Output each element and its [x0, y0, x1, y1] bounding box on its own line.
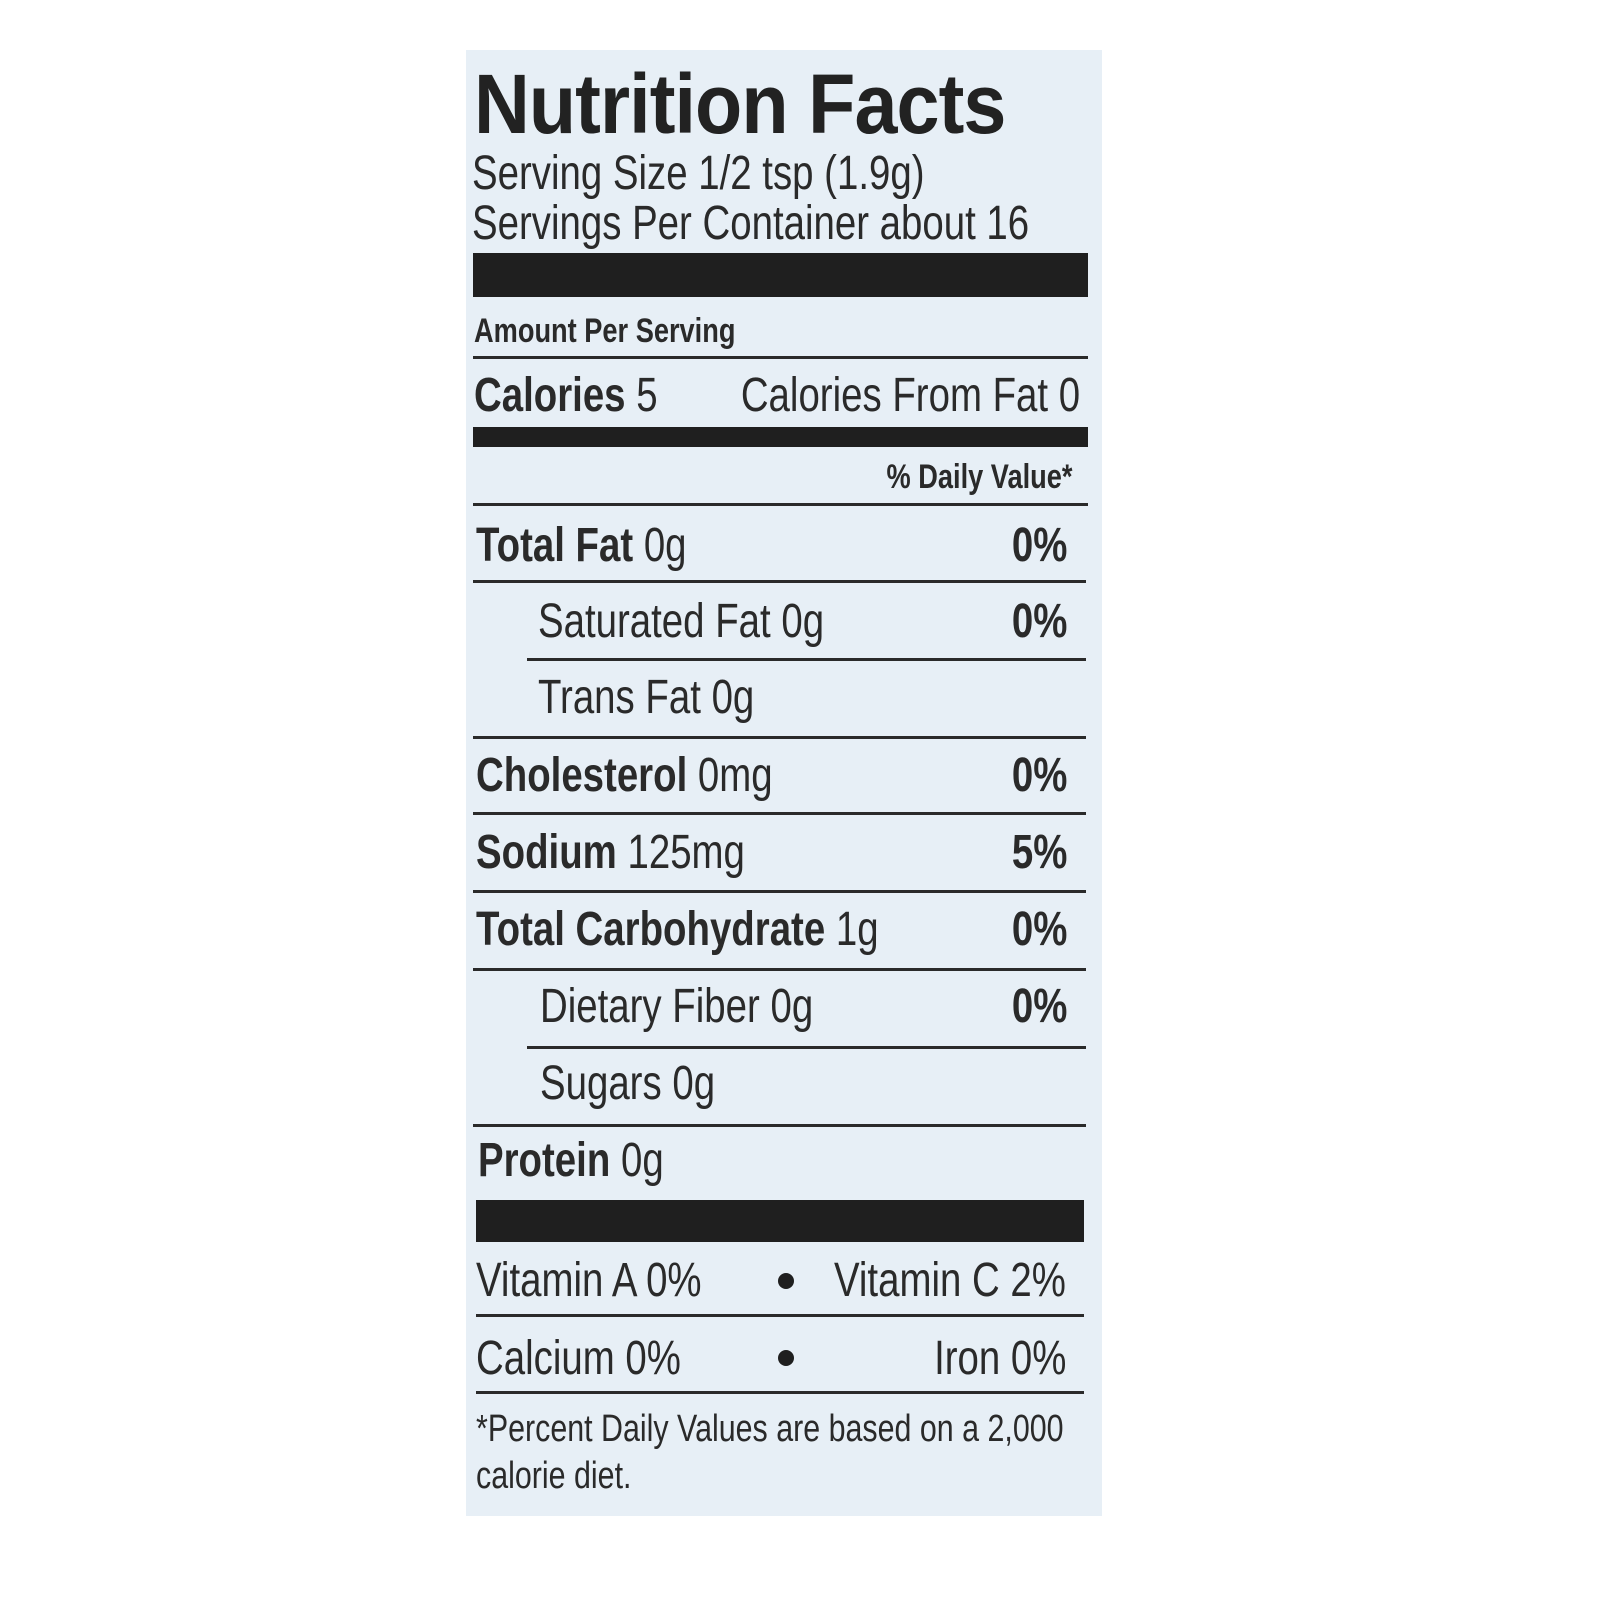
nutrient-dv: 0%: [1011, 519, 1068, 572]
calories-label: Calories: [474, 369, 626, 422]
nutrient-label: Total Carbohydrate: [476, 903, 826, 956]
footnote-line-2: calorie diet.: [476, 1455, 632, 1497]
divider: [473, 1124, 1086, 1127]
nutrient-dv: 0%: [1011, 980, 1068, 1033]
divider: [476, 1391, 1084, 1394]
divider: [527, 658, 1086, 661]
nutrient-dv: 5%: [1011, 826, 1068, 879]
bullet-icon: [778, 1350, 794, 1366]
divider: [473, 968, 1086, 971]
divider: [473, 890, 1086, 893]
nutrient-label: Dietary Fiber: [540, 980, 760, 1033]
nutrient-amount: 0g: [711, 671, 755, 724]
thick-divider: [473, 253, 1088, 297]
nutrient-amount: 0g: [643, 519, 687, 572]
calories-from-fat: Calories From Fat 0: [740, 369, 1080, 422]
calcium: Calcium 0%: [476, 1332, 681, 1385]
calories-row: Calories 5: [474, 372, 658, 420]
divider: [473, 503, 1088, 506]
nutrient-label: Protein: [478, 1134, 611, 1187]
nutrient-amount: 0g: [620, 1134, 664, 1187]
medium-divider: [473, 427, 1088, 447]
nutrient-row-total-fat: Total Fat 0g: [476, 522, 687, 570]
nutrient-amount: 0g: [770, 980, 814, 1033]
nutrient-dv: 0%: [1011, 903, 1068, 956]
vitamin-a: Vitamin A 0%: [476, 1254, 702, 1307]
nutrient-amount: 1g: [835, 903, 879, 956]
nutrient-amount: 0g: [672, 1057, 716, 1110]
divider: [527, 1046, 1086, 1049]
divider: [476, 1314, 1084, 1317]
nutrient-amount: 125mg: [627, 826, 745, 879]
label-title: Nutrition Facts: [474, 57, 1006, 151]
bullet-icon: [778, 1273, 794, 1289]
nutrient-label: Total Fat: [476, 519, 634, 572]
footnote-line-1: *Percent Daily Values are based on a 2,0…: [476, 1408, 1064, 1450]
vitamin-c: Vitamin C 2%: [834, 1254, 1066, 1307]
calories-value: 5: [636, 369, 658, 422]
amount-per-serving: Amount Per Serving: [474, 312, 736, 350]
nutrient-dv: 0%: [1011, 595, 1068, 648]
servings-per-container: Servings Per Container about 16: [472, 197, 1030, 250]
divider: [473, 736, 1086, 739]
divider: [473, 580, 1086, 583]
nutrition-facts-label: Nutrition Facts Serving Size 1/2 tsp (1.…: [466, 50, 1102, 1516]
nutrient-row-saturated-fat: Saturated Fat 0g: [538, 598, 824, 646]
nutrient-label: Trans Fat: [538, 671, 701, 724]
thick-divider: [476, 1200, 1084, 1242]
nutrient-row-protein: Protein 0g: [478, 1137, 664, 1185]
nutrient-row-sodium: Sodium 125mg: [476, 829, 745, 877]
nutrient-row-dietary-fiber: Dietary Fiber 0g: [540, 983, 813, 1031]
nutrient-dv: 0%: [1011, 749, 1068, 802]
divider: [473, 812, 1086, 815]
nutrient-row-cholesterol: Cholesterol 0mg: [476, 752, 773, 800]
nutrient-label: Saturated Fat: [538, 595, 771, 648]
nutrient-label: Sugars: [540, 1057, 662, 1110]
iron: Iron 0%: [933, 1332, 1066, 1385]
serving-size: Serving Size 1/2 tsp (1.9g): [472, 147, 925, 200]
daily-value-header: % Daily Value*: [886, 458, 1072, 496]
nutrient-label: Sodium: [476, 826, 617, 879]
nutrient-label: Cholesterol: [476, 749, 688, 802]
nutrient-row-total-carbohydrate: Total Carbohydrate 1g: [476, 906, 879, 954]
divider: [473, 356, 1088, 359]
nutrient-amount: 0mg: [697, 749, 773, 802]
nutrient-row-sugars: Sugars 0g: [540, 1060, 715, 1108]
nutrient-amount: 0g: [781, 595, 825, 648]
nutrient-row-trans-fat: Trans Fat 0g: [538, 674, 754, 722]
